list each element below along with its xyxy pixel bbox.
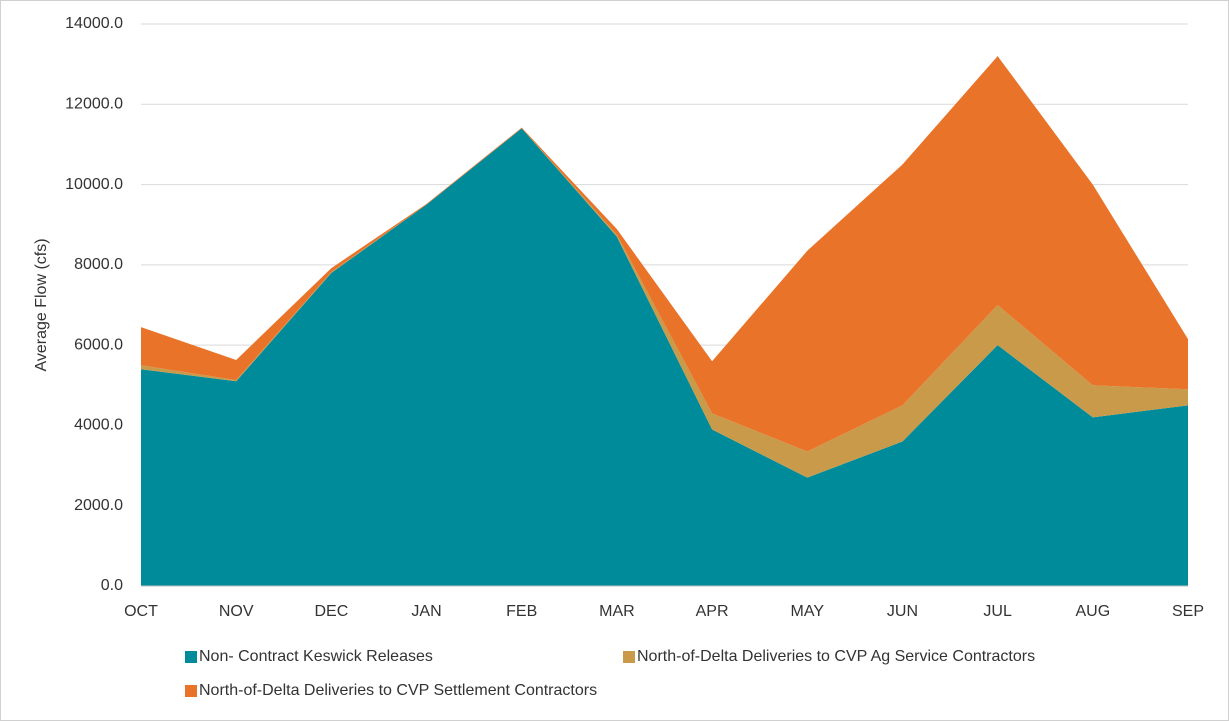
legend-label: North-of-Delta Deliveries to CVP Ag Serv…	[637, 648, 1035, 665]
y-tick-label: 6000.0	[74, 336, 123, 353]
x-tick-label: NOV	[219, 603, 254, 620]
legend-swatch	[185, 685, 197, 697]
x-tick-label: AUG	[1075, 603, 1110, 620]
y-tick-label: 0.0	[101, 577, 123, 594]
legend-label: Non- Contract Keswick Releases	[199, 648, 433, 665]
x-tick-label: SEP	[1172, 603, 1204, 620]
x-tick-label: JAN	[411, 603, 441, 620]
area	[141, 128, 1188, 478]
x-tick-label: OCT	[124, 603, 158, 620]
y-tick-label: 10000.0	[65, 176, 123, 193]
x-tick-label: JUN	[887, 603, 918, 620]
y-tick-label: 14000.0	[65, 15, 123, 32]
x-tick-label: JUL	[983, 603, 1012, 620]
legend-label: North-of-Delta Deliveries to CVP Settlem…	[199, 682, 597, 699]
y-tick-label: 2000.0	[74, 497, 123, 514]
x-tick-label: APR	[696, 603, 729, 620]
y-tick-label: 12000.0	[65, 96, 123, 113]
area	[141, 56, 1188, 452]
area	[141, 128, 1188, 586]
x-tick-label: MAY	[791, 603, 825, 620]
y-axis-label: Average Flow (cfs)	[33, 238, 50, 371]
legend-swatch	[623, 651, 635, 663]
x-tick-label: MAR	[599, 603, 635, 620]
x-tick-label: DEC	[314, 603, 348, 620]
y-tick-label: 4000.0	[74, 417, 123, 434]
y-tick-label: 8000.0	[74, 256, 123, 273]
x-tick-label: FEB	[506, 603, 537, 620]
legend-swatch	[185, 651, 197, 663]
